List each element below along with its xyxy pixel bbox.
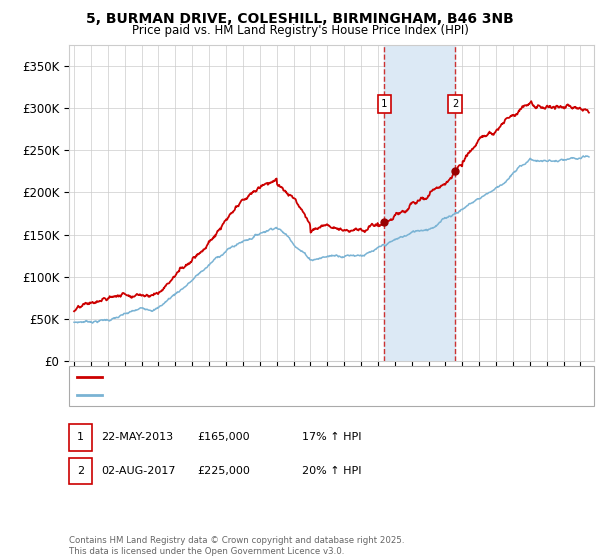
Text: £225,000: £225,000 (197, 466, 250, 476)
Text: 5, BURMAN DRIVE, COLESHILL, BIRMINGHAM, B46 3NB (semi-detached house): 5, BURMAN DRIVE, COLESHILL, BIRMINGHAM, … (108, 372, 506, 382)
Text: 1: 1 (77, 432, 84, 442)
Text: 22-MAY-2013: 22-MAY-2013 (101, 432, 173, 442)
Bar (385, 45, 455, 361)
Text: 20% ↑ HPI: 20% ↑ HPI (302, 466, 361, 476)
Text: £165,000: £165,000 (197, 432, 250, 442)
Text: HPI: Average price, semi-detached house, North Warwickshire: HPI: Average price, semi-detached house,… (108, 390, 421, 400)
Text: 1: 1 (381, 99, 388, 109)
Text: 2: 2 (452, 99, 458, 109)
Text: 17% ↑ HPI: 17% ↑ HPI (302, 432, 361, 442)
Text: 02-AUG-2017: 02-AUG-2017 (101, 466, 175, 476)
Text: 5, BURMAN DRIVE, COLESHILL, BIRMINGHAM, B46 3NB: 5, BURMAN DRIVE, COLESHILL, BIRMINGHAM, … (86, 12, 514, 26)
Text: Price paid vs. HM Land Registry's House Price Index (HPI): Price paid vs. HM Land Registry's House … (131, 24, 469, 37)
Text: Contains HM Land Registry data © Crown copyright and database right 2025.
This d: Contains HM Land Registry data © Crown c… (69, 536, 404, 556)
Text: 2: 2 (77, 466, 84, 476)
